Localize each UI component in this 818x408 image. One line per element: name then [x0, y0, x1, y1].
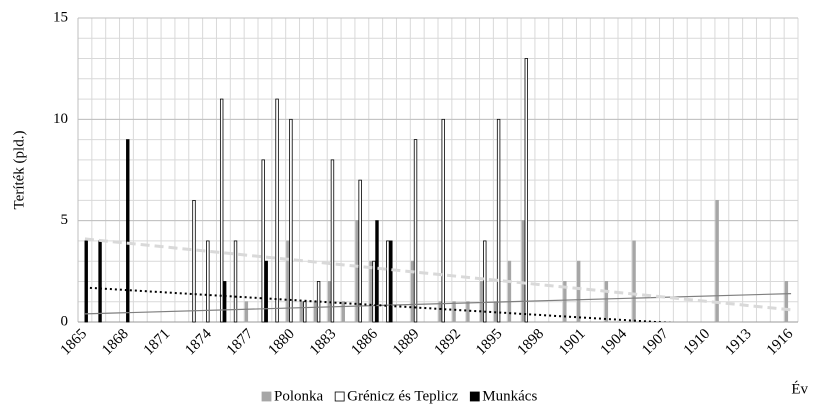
- bar: [358, 179, 362, 323]
- bar: [286, 240, 290, 323]
- legend-swatch: [469, 391, 480, 402]
- bar: [372, 260, 376, 323]
- bar: [441, 118, 445, 323]
- bar: [369, 260, 373, 323]
- legend-swatch: [334, 391, 345, 402]
- x-tick-label: 1880: [265, 326, 298, 359]
- x-tick-label: 1904: [598, 326, 631, 359]
- x-tick-label: 1865: [58, 326, 91, 359]
- legend-label: Munkács: [482, 388, 537, 404]
- x-tick-label: 1910: [681, 326, 714, 359]
- bar: [375, 220, 379, 323]
- x-axis-label: Év: [791, 380, 808, 397]
- bar: [632, 240, 636, 323]
- y-axis-label: Teríték (pld.): [11, 131, 27, 210]
- legend-swatch: [261, 391, 272, 402]
- x-tick-label: 1898: [515, 326, 548, 359]
- x-tick-label: 1874: [182, 326, 215, 359]
- bar: [289, 118, 293, 323]
- x-tick-label: 1871: [141, 326, 174, 359]
- bar: [438, 301, 442, 323]
- bar: [261, 159, 265, 323]
- bar: [386, 240, 390, 323]
- bar: [784, 281, 789, 323]
- x-tick-label: 1868: [99, 326, 132, 359]
- bar: [192, 199, 196, 323]
- bar: [466, 301, 470, 323]
- bar: [264, 260, 268, 323]
- bar: [330, 159, 335, 323]
- y-tick-label: 15: [53, 9, 68, 25]
- x-tick-label: 1916: [764, 326, 797, 359]
- bar: [480, 281, 484, 323]
- bar: [244, 301, 249, 323]
- bar: [222, 281, 227, 323]
- bar: [521, 220, 525, 323]
- bar: [496, 118, 501, 323]
- y-tick-label: 0: [61, 313, 69, 329]
- bar: [524, 58, 528, 323]
- bar: [84, 240, 88, 323]
- trendline: [84, 237, 792, 312]
- bar: [715, 199, 719, 323]
- bar: [206, 240, 210, 323]
- bar: [413, 139, 418, 323]
- y-tick-label: 5: [61, 212, 69, 228]
- x-tick-label: 1907: [639, 326, 672, 359]
- bar: [483, 240, 487, 323]
- bar: [341, 301, 345, 323]
- legend-label: Polonka: [274, 388, 324, 404]
- bar: [98, 240, 102, 323]
- bar: [300, 301, 304, 323]
- bar: [303, 301, 307, 323]
- bar: [355, 220, 359, 323]
- bar: [275, 98, 279, 323]
- bar: [452, 301, 456, 323]
- x-tick-label: 1886: [348, 326, 381, 359]
- x-tick-label: 1889: [390, 326, 423, 359]
- bar: [576, 260, 581, 323]
- legend-label: Grénicz és Teplicz: [347, 388, 458, 404]
- x-tick-label: 1883: [307, 326, 340, 359]
- bar: [126, 139, 130, 323]
- bar: [563, 281, 567, 323]
- bar: [313, 301, 318, 323]
- x-tick-label: 1892: [432, 326, 465, 359]
- bar: [219, 98, 224, 323]
- x-tick-label: 1913: [722, 326, 755, 359]
- bar: [389, 240, 393, 323]
- y-tick-label: 10: [53, 111, 68, 127]
- x-tick-label: 1895: [473, 326, 506, 359]
- x-tick-label: 1877: [224, 326, 257, 359]
- bar: [507, 260, 512, 323]
- x-tick-label: 1901: [556, 326, 589, 359]
- trendlines: [84, 237, 792, 322]
- bar: [233, 240, 238, 323]
- bar: [604, 281, 609, 323]
